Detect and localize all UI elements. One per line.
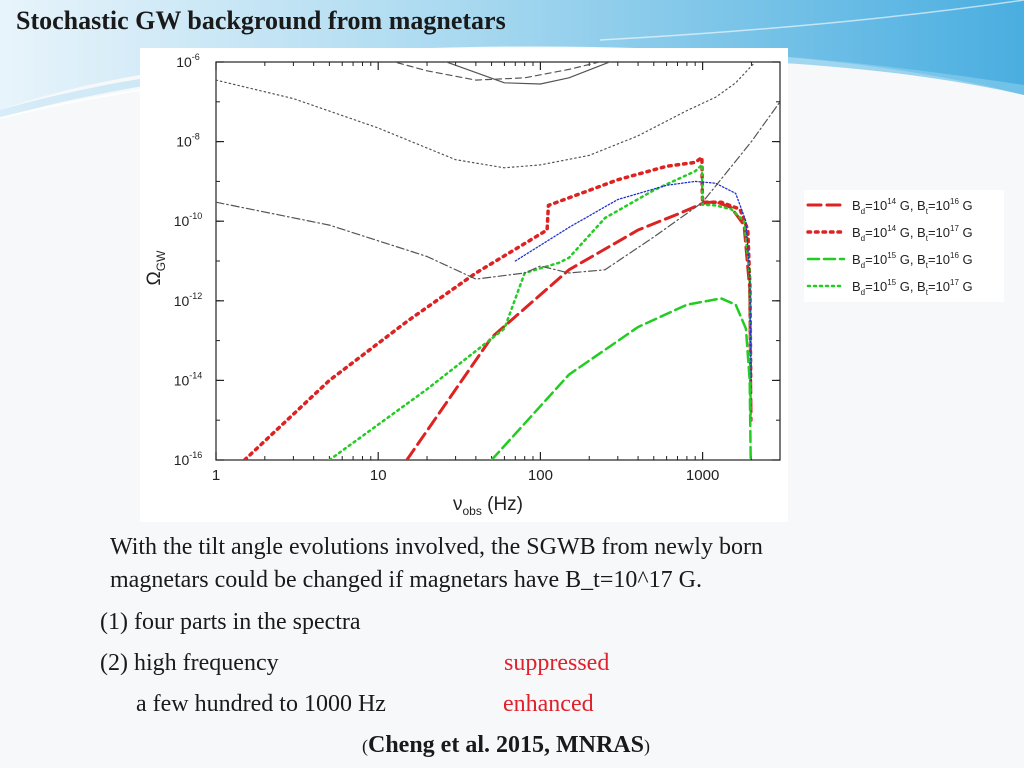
list-item-2-value: suppressed <box>504 650 610 676</box>
spectrum-chart: 1 10 100 1000 10-6 10-8 10-10 10-12 10-14 10-16 ν… <box>144 52 781 518</box>
x-tick-label: 10 <box>370 467 387 484</box>
y-tick-label: 10-14 <box>174 370 203 388</box>
list-item-1: (1) four parts in the spectra <box>100 609 361 635</box>
x-axis-label: νobs (Hz) <box>453 494 523 518</box>
citation: (Cheng et al. 2015, MNRAS) <box>362 732 650 758</box>
legend-label: Bd=1015 G, Bt=1017 G <box>852 278 973 297</box>
chart-legend: Bd=1014 G, Bt=1016 G Bd=1014 G, Bt=1017 G… <box>806 197 973 297</box>
series-line-5 <box>514 180 752 382</box>
y-tick-label: 10-8 <box>176 132 200 150</box>
y-tick-label: 10-16 <box>174 450 203 468</box>
y-tick-label: 10-12 <box>174 291 203 309</box>
x-tick-label: 100 <box>528 467 553 484</box>
series-line-1 <box>405 200 753 460</box>
list-item-3-value: enhanced <box>503 691 594 717</box>
x-tick-label: 1000 <box>686 467 719 484</box>
paragraph-line-2: magnetars could be changed if magnetars … <box>110 567 702 593</box>
y-axis-label: ΩGW <box>144 250 168 286</box>
paragraph-line-1: With the tilt angle evolutions involved,… <box>110 534 763 560</box>
y-tick-label: 10-6 <box>176 52 200 70</box>
y-tick-label: 10-10 <box>174 211 203 229</box>
list-item-3-label: a few hundred to 1000 Hz <box>136 691 386 717</box>
series-line-4 <box>328 163 752 460</box>
x-tick-label: 1 <box>212 467 220 484</box>
legend-label: Bd=1014 G, Bt=1016 G <box>852 197 973 216</box>
legend-panel: Bd=1014 G, Bt=1016 G Bd=1014 G, Bt=1017 G… <box>804 190 1004 302</box>
slide-title: Stochastic GW background from magnetars <box>16 6 506 35</box>
series-line-6 <box>444 62 612 85</box>
series-line-9 <box>216 101 780 280</box>
legend-label: Bd=1015 G, Bt=1016 G <box>852 251 973 270</box>
series-line-7 <box>392 62 602 81</box>
series-line-2 <box>242 155 753 460</box>
series-line-3 <box>490 297 752 460</box>
series-line-8 <box>216 62 757 169</box>
list-item-2-label: (2) high frequency <box>100 650 279 676</box>
legend-label: Bd=1014 G, Bt=1017 G <box>852 224 973 243</box>
figure-panel: 1 10 100 1000 10-6 10-8 10-10 10-12 10-14 10-16 ν… <box>140 48 788 522</box>
